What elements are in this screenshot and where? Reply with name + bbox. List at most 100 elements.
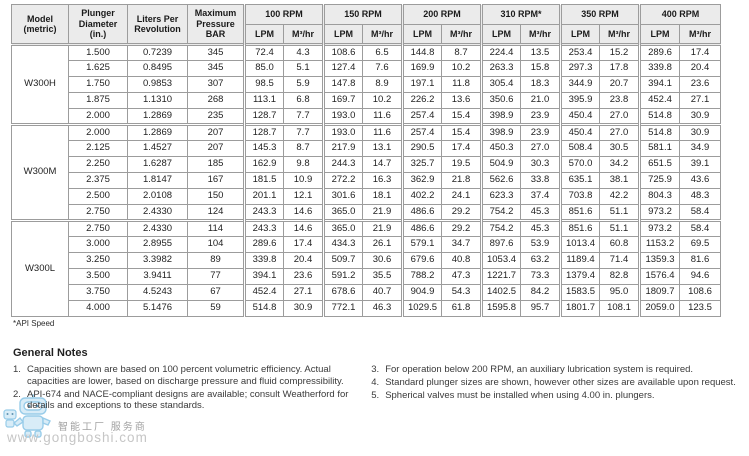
flow-value-cell: 21.8 <box>441 172 482 189</box>
table-row: 3.000 2.8955 104 289.6 17.4 434.3 26.1 579.1 34.… <box>12 236 721 253</box>
subcolumn-header: LPM <box>401 24 442 45</box>
flow-value-cell: 973.2 <box>638 219 680 237</box>
flow-value-cell: 10.2 <box>362 92 403 109</box>
flow-value-cell: 788.2 <box>401 268 442 285</box>
flow-value-cell: 24.1 <box>441 188 482 205</box>
note-text: API-674 and NACE-compliant designs are a… <box>27 388 349 412</box>
flow-value-cell: 53.9 <box>520 236 561 253</box>
flow-value-cell: 27.1 <box>283 284 324 301</box>
flow-value-cell: 904.9 <box>401 284 442 301</box>
flow-value-cell: 570.0 <box>559 156 600 173</box>
flow-value-cell: 339.8 <box>638 60 680 77</box>
plunger-diameter-cell: 2.750 <box>68 219 128 237</box>
flow-value-cell: 5.1 <box>283 60 324 77</box>
flow-value-cell: 305.4 <box>480 76 521 93</box>
max-pressure-cell: 59 <box>187 300 245 317</box>
max-pressure-cell: 207 <box>187 140 245 157</box>
flow-value-cell: 1801.7 <box>559 300 600 317</box>
flow-value-cell: 263.3 <box>480 60 521 77</box>
flow-value-cell: 37.4 <box>520 188 561 205</box>
flow-value-cell: 257.4 <box>401 123 442 141</box>
flow-value-cell: 162.9 <box>243 156 284 173</box>
flow-value-cell: 15.4 <box>441 123 482 141</box>
rpm-group-header: 310 RPM* <box>480 4 561 25</box>
flow-value-cell: 23.9 <box>520 123 561 141</box>
max-pressure-cell: 345 <box>187 43 245 61</box>
flow-value-cell: 193.0 <box>322 123 363 141</box>
max-pressure-cell: 114 <box>187 219 245 237</box>
flow-value-cell: 7.7 <box>283 108 324 125</box>
flow-value-cell: 5.9 <box>283 76 324 93</box>
flow-value-cell: 33.8 <box>520 172 561 189</box>
liters-per-revolution-cell: 3.9411 <box>127 268 188 285</box>
flow-value-cell: 58.4 <box>679 219 721 237</box>
spec-table-container: Model (metric) Plunger Diameter (in.) Lite… <box>11 4 723 328</box>
subcolumn-header: M³/hr <box>362 24 403 45</box>
flow-value-cell: 21.0 <box>520 92 561 109</box>
flow-value-cell: 514.8 <box>243 300 284 317</box>
flow-value-cell: 73.3 <box>520 268 561 285</box>
max-pressure-cell: 67 <box>187 284 245 301</box>
flow-value-cell: 272.2 <box>322 172 363 189</box>
flow-value-cell: 20.7 <box>599 76 640 93</box>
flow-value-cell: 47.3 <box>441 268 482 285</box>
table-row: W300H 1.500 0.7239 345 72.4 4.3 108.6 6.5 144.8 8… <box>11 43 721 125</box>
general-notes-title: General Notes <box>13 347 88 359</box>
flow-value-cell: 26.1 <box>362 236 403 253</box>
model-cell: W300L <box>11 219 69 317</box>
notes-column-right: 3. For operation below 200 RPM, an auxil… <box>371 364 739 413</box>
max-pressure-cell: 307 <box>187 76 245 93</box>
flow-value-cell: 30.9 <box>283 300 324 317</box>
max-pressure-cell: 207 <box>187 123 245 141</box>
flow-value-cell: 15.2 <box>599 43 640 61</box>
rpm-group-header: 150 RPM <box>322 4 403 25</box>
rpm-group-header: 100 RPM <box>243 4 324 25</box>
plunger-diameter-cell: 1.625 <box>68 60 128 77</box>
column-header: Maximum Pressure BAR <box>187 4 245 45</box>
gongboshi-mascot-icon <box>3 394 51 438</box>
notes-column-left: 1. Capacities shown are based on 100 per… <box>13 364 359 413</box>
flow-value-cell: 804.3 <box>638 188 680 205</box>
flow-value-cell: 11.8 <box>441 76 482 93</box>
flow-value-cell: 514.8 <box>638 123 680 141</box>
note-text: Capacities shown are based on 100 percen… <box>27 364 344 387</box>
subcolumn-header: M³/hr <box>599 24 640 45</box>
flow-value-cell: 23.6 <box>283 268 324 285</box>
note-number: 2. <box>13 388 21 400</box>
flow-value-cell: 1402.5 <box>480 284 521 301</box>
table-row: 2.250 1.6287 185 162.9 9.8 244.3 14.7 325.7 19.5… <box>12 156 721 173</box>
flow-value-cell: 6.5 <box>362 43 403 61</box>
flow-value-cell: 27.0 <box>599 108 640 125</box>
flow-value-cell: 30.3 <box>520 156 561 173</box>
flow-value-cell: 95.0 <box>599 284 640 301</box>
flow-value-cell: 365.0 <box>322 219 363 237</box>
plunger-diameter-cell: 3.250 <box>68 252 128 269</box>
flow-value-cell: 85.0 <box>243 60 284 77</box>
flow-value-cell: 226.2 <box>401 92 442 109</box>
plunger-diameter-cell: 2.500 <box>68 188 128 205</box>
flow-value-cell: 60.8 <box>599 236 640 253</box>
note-number: 5. <box>371 389 380 401</box>
flow-value-cell: 40.7 <box>362 284 403 301</box>
flow-value-cell: 973.2 <box>638 204 680 221</box>
flow-value-cell: 35.5 <box>362 268 403 285</box>
table-row: W300L 2.750 2.4330 114 243.3 14.6 365.0 21.9 486… <box>11 219 721 317</box>
subcolumn-header: M³/hr <box>283 24 324 45</box>
subcolumn-header: M³/hr <box>520 24 561 45</box>
flow-value-cell: 169.7 <box>322 92 363 109</box>
flow-value-cell: 7.7 <box>283 123 324 141</box>
liters-per-revolution-cell: 2.4330 <box>127 219 188 237</box>
flow-value-cell: 19.5 <box>441 156 482 173</box>
flow-value-cell: 4.3 <box>283 43 324 61</box>
plunger-diameter-cell: 2.250 <box>68 156 128 173</box>
plunger-diameter-cell: 2.375 <box>68 172 128 189</box>
model-section: W300M 2.000 1.2869 207 128.7 7.7 193.0 11.6 257.… <box>11 123 721 221</box>
flow-value-cell: 14.6 <box>283 204 324 221</box>
flow-value-cell: 29.2 <box>441 204 482 221</box>
flow-value-cell: 224.4 <box>480 43 521 61</box>
pump-spec-table: Model (metric) Plunger Diameter (in.) Lite… <box>11 4 721 317</box>
plunger-diameter-cell: 2.125 <box>68 140 128 157</box>
max-pressure-cell: 104 <box>187 236 245 253</box>
flow-value-cell: 15.4 <box>441 108 482 125</box>
liters-per-revolution-cell: 1.2869 <box>127 108 188 125</box>
